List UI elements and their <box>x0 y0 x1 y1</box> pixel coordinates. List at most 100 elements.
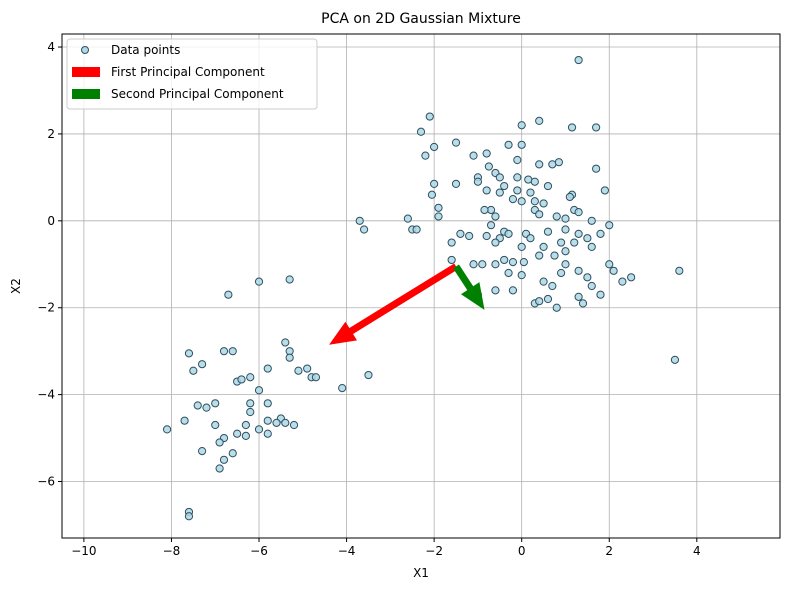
data-point <box>224 290 233 299</box>
data-point <box>491 286 500 295</box>
data-point <box>596 229 605 238</box>
data-point <box>504 140 513 149</box>
data-point <box>237 375 246 384</box>
data-point <box>491 238 500 247</box>
data-point <box>508 195 518 204</box>
data-point <box>303 364 312 373</box>
data-point <box>592 164 601 173</box>
data-point <box>552 212 561 221</box>
x-tick-label: −2 <box>425 544 443 558</box>
data-point <box>600 186 609 195</box>
data-point <box>355 216 364 225</box>
data-point <box>517 140 526 149</box>
data-point <box>543 294 553 304</box>
data-point <box>486 221 496 230</box>
chart-title: PCA on 2D Gaussian Mixture <box>321 11 521 27</box>
data-point <box>434 203 443 212</box>
data-point <box>263 399 272 408</box>
data-point <box>427 190 437 199</box>
data-point <box>219 347 229 356</box>
data-point <box>504 268 513 278</box>
data-point <box>556 268 566 278</box>
first-component-arrow <box>329 263 458 345</box>
data-point <box>550 251 559 260</box>
data-point <box>482 231 491 241</box>
data-point <box>535 210 544 219</box>
y-tick-label: 0 <box>47 214 55 228</box>
data-point <box>447 238 456 247</box>
data-point <box>530 177 539 186</box>
data-point <box>482 149 491 158</box>
data-point <box>587 281 596 291</box>
data-point <box>491 260 500 269</box>
y-tick-label: 2 <box>47 127 55 141</box>
data-point <box>508 286 518 295</box>
legend-label-second-component: Second Principal Component <box>111 87 284 101</box>
data-point <box>561 225 570 234</box>
data-point <box>285 353 294 362</box>
data-point <box>574 55 583 65</box>
data-point <box>184 349 194 358</box>
data-point <box>504 229 513 238</box>
data-point <box>530 197 539 206</box>
data-point <box>412 225 421 234</box>
data-point <box>574 229 583 238</box>
data-point <box>451 138 461 147</box>
data-point <box>294 366 303 375</box>
plot-frame <box>61 33 781 539</box>
data-point <box>565 192 574 202</box>
data-point <box>596 290 605 299</box>
data-point <box>526 234 535 243</box>
data-point <box>197 447 207 456</box>
data-point <box>254 277 264 286</box>
data-point <box>246 373 255 382</box>
x-tick-label: 0 <box>518 544 526 558</box>
legend-label-data-points: Data points <box>111 43 180 57</box>
data-point <box>574 208 583 217</box>
data-point <box>587 242 596 251</box>
data-point <box>469 151 478 160</box>
data-point <box>281 418 290 427</box>
data-point <box>263 364 272 373</box>
data-point <box>554 158 564 167</box>
legend-patch-second-component <box>72 89 100 99</box>
data-point <box>535 251 544 260</box>
principal-component-arrows <box>329 263 485 345</box>
data-point <box>263 416 272 425</box>
data-point <box>219 455 229 464</box>
data-point <box>574 292 583 301</box>
data-point <box>513 173 522 182</box>
y-tick-label: −6 <box>37 475 55 489</box>
data-point <box>193 401 202 410</box>
data-point <box>543 227 553 236</box>
data-point <box>517 242 526 251</box>
data-point <box>272 418 281 427</box>
y-tick-label: 4 <box>47 40 55 54</box>
legend-box <box>66 38 318 110</box>
data-point <box>430 179 439 188</box>
data-point <box>246 399 255 408</box>
data-point <box>670 355 680 364</box>
data-point <box>202 403 211 412</box>
data-point <box>539 277 548 286</box>
data-point <box>421 151 430 160</box>
data-point <box>552 303 561 312</box>
data-point <box>583 234 592 243</box>
data-point <box>241 420 250 430</box>
data-point <box>539 242 548 251</box>
data-point <box>451 179 461 188</box>
axis-ticks: −10 −8 −6 −4 −2 0 2 4 −6 −4 −2 0 2 4 <box>37 40 700 558</box>
data-point <box>675 266 684 275</box>
data-point <box>491 212 500 221</box>
data-point <box>570 238 579 247</box>
data-point <box>289 420 299 430</box>
data-point <box>535 116 544 125</box>
data-point <box>162 425 172 434</box>
data-point <box>211 399 220 408</box>
data-point <box>517 197 526 206</box>
data-point <box>561 247 570 256</box>
data-point <box>425 112 434 121</box>
data-point <box>574 266 583 275</box>
data-point <box>519 258 528 267</box>
